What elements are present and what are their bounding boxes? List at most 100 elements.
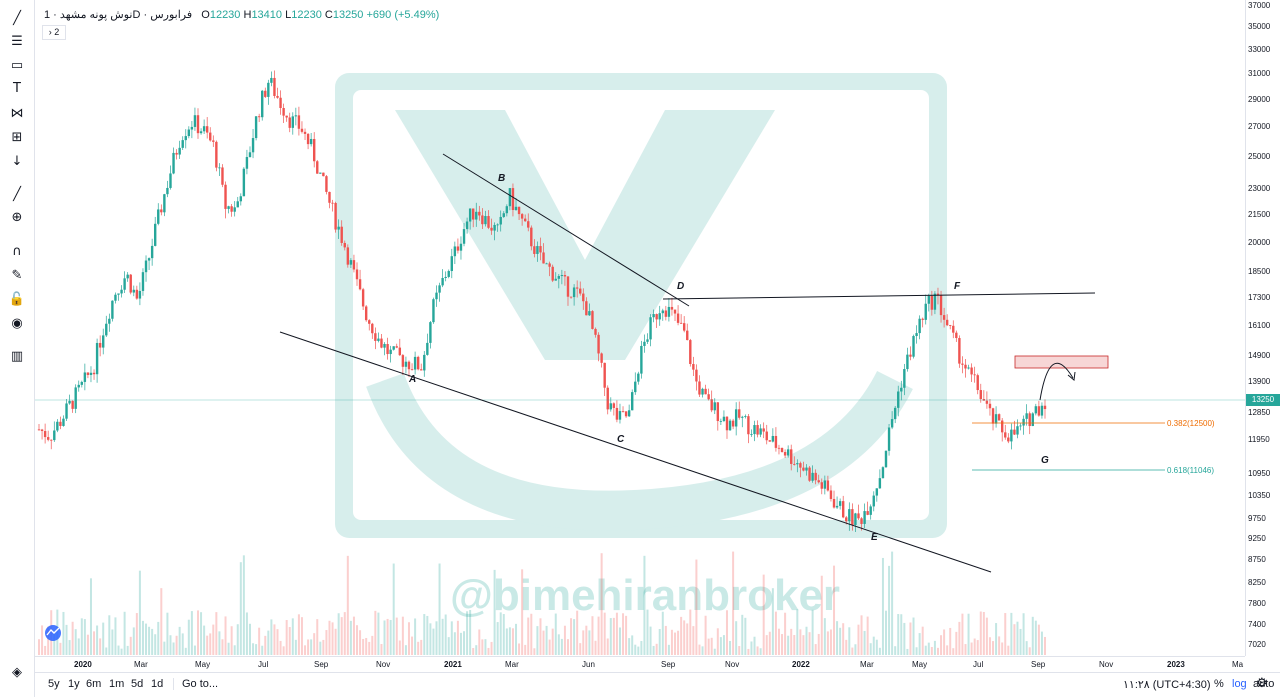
candle-body — [961, 363, 964, 365]
volume-bar — [622, 613, 625, 655]
projection-arrow[interactable] — [1039, 362, 1074, 401]
volume-bar — [967, 613, 970, 655]
arrow-down-icon[interactable]: ↓ — [11, 153, 23, 169]
price-axis[interactable] — [1245, 0, 1280, 656]
volume-bar — [1025, 641, 1028, 655]
fib-icon[interactable]: ▭ — [10, 57, 24, 73]
candle-body — [765, 431, 768, 441]
candle-body — [560, 275, 564, 277]
volume-bar — [903, 622, 906, 655]
candle-body — [796, 463, 799, 465]
candle-body — [312, 138, 316, 162]
trend-line-icon[interactable]: ☰ — [11, 33, 23, 49]
trash-icon[interactable]: ▥ — [10, 348, 24, 364]
candle-body — [741, 416, 744, 418]
time-axis[interactable] — [35, 656, 1245, 673]
time-tick-label: May — [912, 660, 928, 669]
volume-bar — [41, 625, 44, 655]
auto-toggle[interactable]: auto — [1253, 678, 1275, 690]
point-label-d: D — [677, 281, 684, 292]
volume-bar — [833, 565, 836, 655]
time-tick-label: Sep — [1031, 660, 1046, 669]
candle-body — [1000, 420, 1004, 433]
volume-bar — [560, 638, 563, 655]
candle-body — [597, 334, 600, 354]
clock[interactable]: ۱۱:۲۸ (UTC+4:30) — [1123, 679, 1211, 691]
candle-body — [450, 256, 453, 272]
percent-toggle[interactable]: % — [1214, 678, 1224, 690]
volume-bar — [44, 645, 47, 655]
volume-bar — [215, 612, 218, 655]
volume-bar — [429, 623, 432, 655]
volume-bar — [511, 628, 514, 655]
volume-bar — [799, 629, 802, 655]
candle-body — [918, 318, 921, 334]
range-6m-button[interactable]: 6m — [86, 678, 102, 690]
range-5d-button[interactable]: 5d — [131, 678, 144, 690]
log-toggle[interactable]: log — [1232, 678, 1247, 690]
volume-bar — [252, 643, 255, 655]
candle-body — [230, 206, 233, 212]
time-tick-label: Mar — [860, 660, 874, 669]
volume-bar — [414, 618, 417, 655]
volume-bar — [502, 614, 505, 655]
range-1m-button[interactable]: 1m — [109, 678, 125, 690]
eye-icon[interactable]: ◉ — [11, 315, 23, 331]
volume-bar — [481, 639, 484, 655]
range-1d-button[interactable]: 1d — [151, 678, 164, 690]
volume-bar — [900, 614, 903, 655]
volume-bar — [961, 613, 964, 655]
cursor-icon[interactable]: ╱ — [13, 10, 21, 26]
indicators-collapse-button[interactable]: › 2 — [42, 25, 66, 40]
candle-body — [710, 399, 713, 411]
candle-body — [123, 278, 126, 290]
layers-icon[interactable]: ◈ — [12, 664, 22, 680]
volume-bar — [640, 640, 643, 655]
lock-icon[interactable]: 🔓 — [8, 291, 26, 307]
candle-body — [676, 313, 680, 323]
volume-bar — [618, 627, 621, 655]
measure-icon[interactable]: ⊞ — [11, 129, 23, 145]
volume-bar — [212, 624, 215, 655]
candle-body — [731, 420, 735, 427]
upper-trendline[interactable] — [442, 153, 690, 307]
symbol-legend[interactable]: نوش پونه مشهد · 1D · فرابورس O12230 H134… — [44, 9, 440, 21]
candle-body — [906, 354, 909, 370]
volume-bar — [829, 629, 832, 655]
volume-bar — [698, 644, 701, 655]
volume-bar — [869, 643, 872, 655]
zoom-icon[interactable]: ⊕ — [11, 209, 23, 225]
symbol-name[interactable]: نوش پونه مشهد — [59, 9, 133, 21]
volume-bar — [221, 639, 224, 655]
magnet-icon[interactable]: ∩ — [12, 243, 22, 259]
goto-button[interactable]: Go to... — [173, 678, 218, 690]
range-5y-button[interactable]: 5y — [48, 678, 60, 690]
volume-bar — [713, 648, 716, 655]
horizontal-resistance-line[interactable] — [662, 292, 1096, 300]
volume-bar — [401, 616, 404, 655]
text-icon[interactable]: T — [13, 80, 21, 96]
lower-trendline[interactable] — [279, 331, 992, 573]
volume-bar — [710, 637, 713, 655]
candle-body — [383, 344, 386, 348]
candles — [37, 70, 1047, 533]
candle-body — [875, 488, 879, 496]
candle-body — [163, 194, 166, 213]
candle-body — [251, 138, 255, 153]
point-label-e: E — [871, 532, 878, 543]
ruler-icon[interactable]: ╱ — [13, 186, 21, 202]
chart-pane[interactable]: @bimehiranbroker 0.382(12500) 0.618(1104… — [35, 0, 1245, 656]
pattern-icon[interactable]: ⋈ — [10, 105, 24, 121]
volume-bar — [695, 559, 698, 655]
resistance-zone[interactable] — [1014, 355, 1109, 369]
range-1y-button[interactable]: 1y — [68, 678, 80, 690]
interval[interactable]: 1D — [44, 9, 141, 21]
candlestick-chart[interactable]: @bimehiranbroker 0.382(12500) 0.618(1104… — [35, 0, 1245, 656]
lock-draw-icon[interactable]: ✎ — [11, 267, 23, 283]
volume-bar — [218, 631, 221, 655]
settings-gear-icon[interactable]: ⚙ — [1256, 676, 1268, 691]
time-tick-label: 2021 — [444, 660, 462, 669]
candle-body — [410, 369, 414, 371]
candle-body — [475, 211, 478, 220]
low-value: 12230 — [291, 9, 322, 21]
